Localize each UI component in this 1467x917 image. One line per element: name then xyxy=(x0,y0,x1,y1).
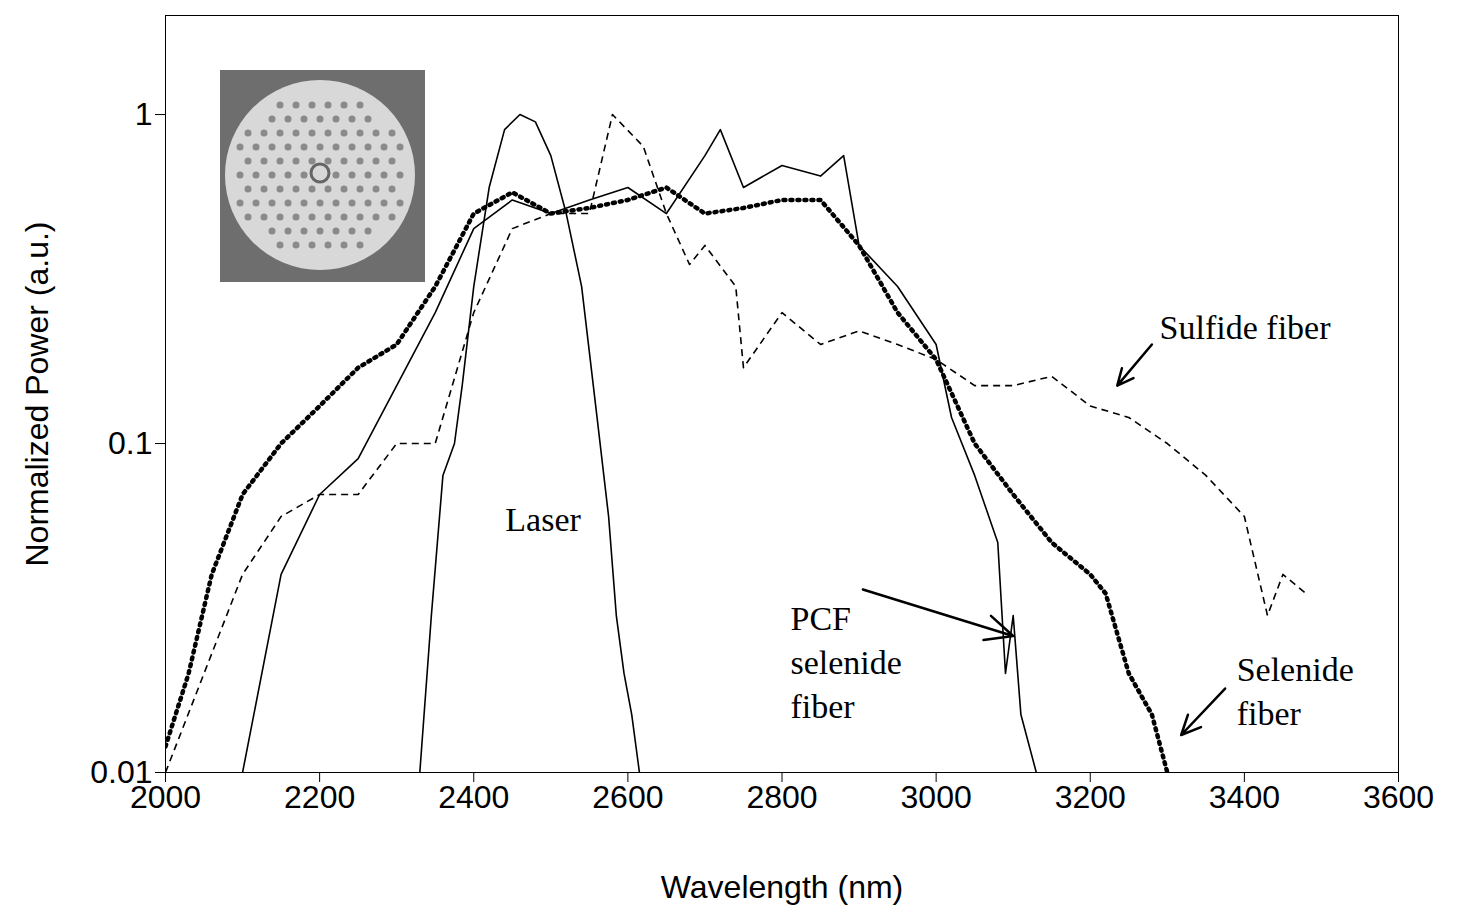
svg-text:Wavelength (nm): Wavelength (nm) xyxy=(661,869,903,905)
svg-text:Selenidefiber: Selenidefiber xyxy=(1237,651,1354,732)
svg-text:1: 1 xyxy=(135,96,153,132)
svg-text:2600: 2600 xyxy=(592,779,663,815)
svg-text:PCFselenidefiber: PCFselenidefiber xyxy=(790,600,901,725)
svg-text:Laser: Laser xyxy=(505,501,581,538)
svg-text:3000: 3000 xyxy=(901,779,972,815)
svg-text:3200: 3200 xyxy=(1055,779,1126,815)
svg-text:2000: 2000 xyxy=(130,779,201,815)
svg-text:Sulfide fiber: Sulfide fiber xyxy=(1160,309,1332,346)
svg-text:3400: 3400 xyxy=(1209,779,1280,815)
svg-text:2800: 2800 xyxy=(746,779,817,815)
svg-text:0.01: 0.01 xyxy=(90,753,153,790)
svg-text:2400: 2400 xyxy=(438,779,509,815)
svg-text:Normalized Power (a.u.): Normalized Power (a.u.) xyxy=(19,222,55,567)
svg-text:3600: 3600 xyxy=(1363,779,1434,815)
svg-text:0.1: 0.1 xyxy=(108,425,152,461)
svg-text:2200: 2200 xyxy=(284,779,355,815)
